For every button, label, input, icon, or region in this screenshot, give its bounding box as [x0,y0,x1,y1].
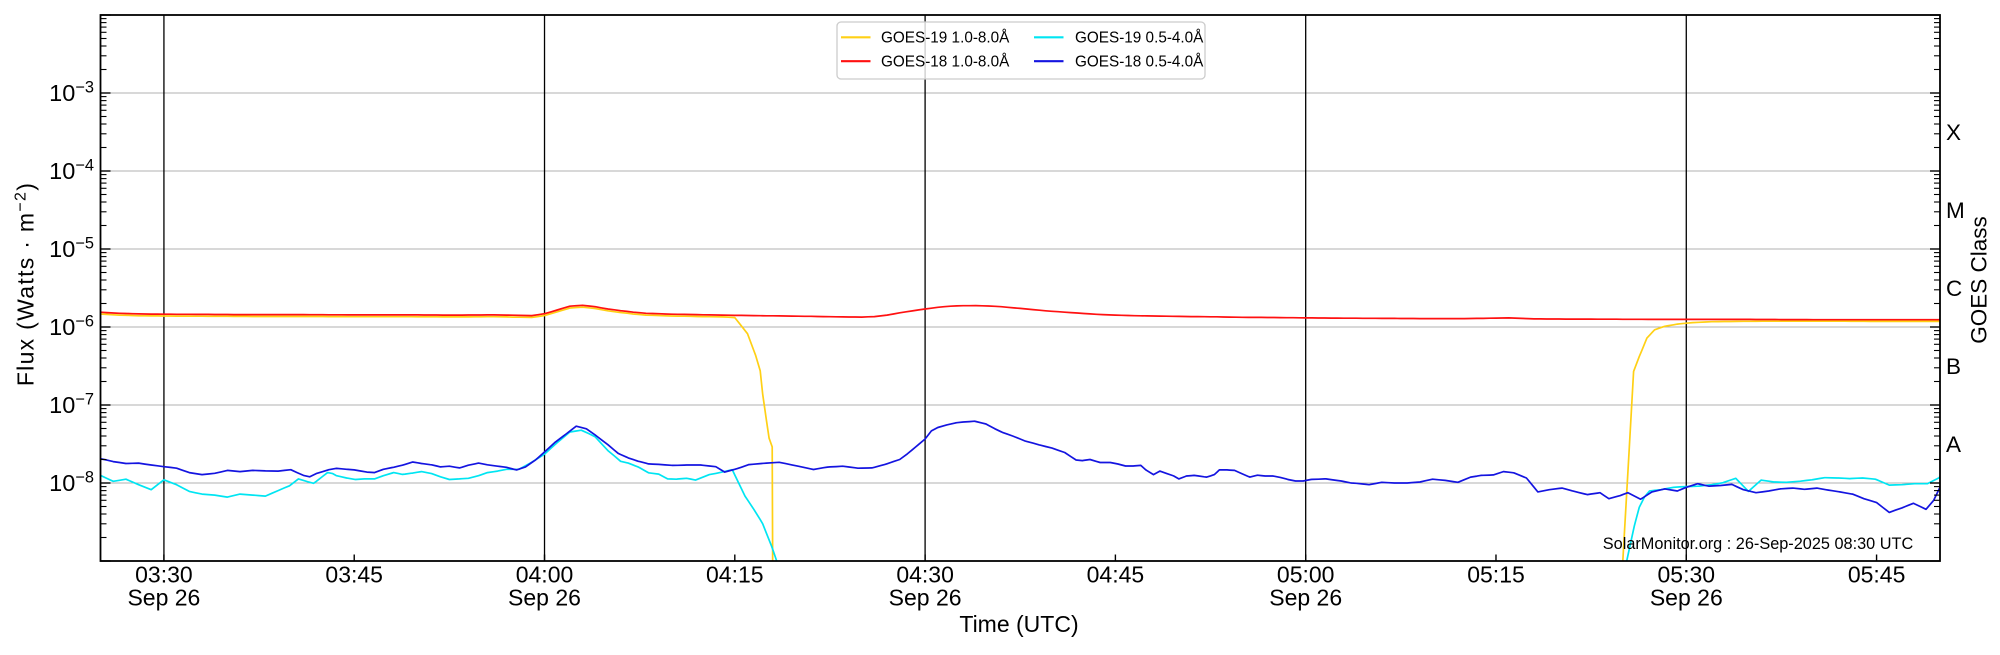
svg-text:Time (UTC): Time (UTC) [959,611,1078,637]
svg-text:05:30: 05:30 [1658,562,1716,588]
svg-text:05:00: 05:00 [1277,562,1335,588]
svg-text:GOES-19 1.0-8.0Å: GOES-19 1.0-8.0Å [881,30,1010,47]
svg-text:04:00: 04:00 [516,562,574,588]
svg-text:03:30: 03:30 [135,562,193,588]
svg-text:05:45: 05:45 [1848,562,1906,588]
svg-text:GOES-19 0.5-4.0Å: GOES-19 0.5-4.0Å [1075,30,1204,47]
svg-text:05:15: 05:15 [1467,562,1525,588]
svg-text:GOES Class: GOES Class [1967,216,1992,344]
svg-text:X: X [1946,120,1961,145]
svg-text:C: C [1946,276,1962,301]
svg-text:03:45: 03:45 [325,562,383,588]
svg-text:04:45: 04:45 [1087,562,1145,588]
svg-text:04:15: 04:15 [706,562,764,588]
svg-text:04:30: 04:30 [896,562,954,588]
svg-text:A: A [1946,432,1961,457]
svg-text:Sep 26: Sep 26 [1269,585,1342,611]
svg-text:SolarMonitor.org : 26-Sep-2025: SolarMonitor.org : 26-Sep-2025 08:30 UTC [1603,535,1914,553]
svg-text:Sep 26: Sep 26 [508,585,581,611]
svg-text:Flux (Watts · m−2): Flux (Watts · m−2) [13,182,39,386]
svg-text:10−7: 10−7 [49,391,94,419]
svg-text:Sep 26: Sep 26 [127,585,200,611]
svg-text:GOES-18 0.5-4.0Å: GOES-18 0.5-4.0Å [1075,54,1204,71]
svg-text:B: B [1946,354,1961,379]
svg-text:GOES-18 1.0-8.0Å: GOES-18 1.0-8.0Å [881,54,1010,71]
svg-text:Sep 26: Sep 26 [889,585,962,611]
svg-text:Sep 26: Sep 26 [1650,585,1723,611]
svg-text:M: M [1946,198,1965,223]
